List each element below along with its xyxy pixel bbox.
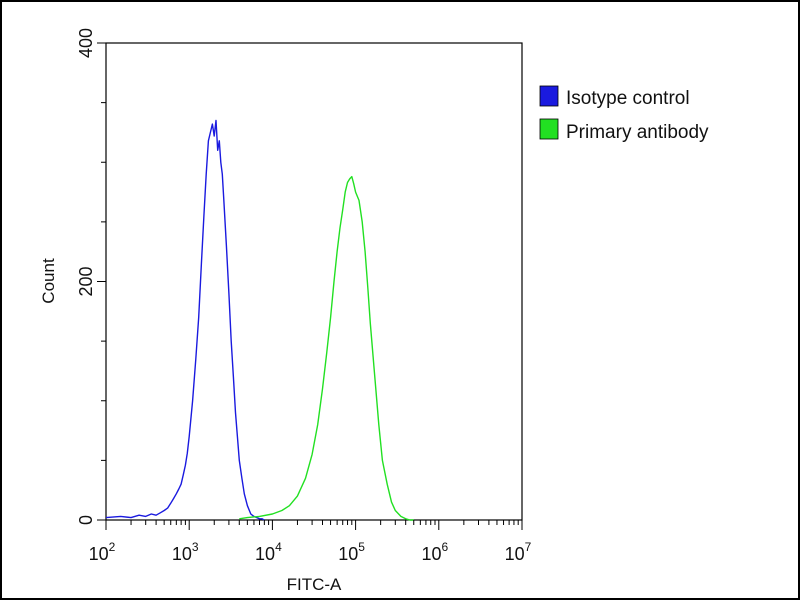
x-tick-label: 102 (89, 540, 116, 564)
legend-swatch-isotype-control (539, 85, 559, 107)
y-axis-label: Count (39, 258, 58, 304)
x-tick-label: 104 (255, 540, 282, 564)
series-line-isotype-control (105, 119, 265, 521)
y-tick-label: 200 (76, 266, 96, 296)
series-layer (105, 119, 414, 521)
legend-item-isotype-control: Isotype control (539, 85, 690, 109)
y-tick-label: 400 (76, 28, 96, 58)
y-tick-label: 0 (76, 515, 96, 525)
x-tick-label: 103 (172, 540, 199, 564)
series-line-primary-antibody (239, 175, 414, 521)
x-axis: 102 103 104 105 106 107 (89, 520, 532, 564)
legend-swatch-primary-antibody (539, 118, 559, 140)
x-tick-label: 107 (505, 540, 532, 564)
legend-label-primary-antibody: Primary antibody (566, 122, 709, 143)
legend: Isotype control Primary antibody (539, 85, 709, 143)
x-axis-label: FITC-A (287, 575, 342, 594)
legend-item-primary-antibody: Primary antibody (539, 118, 709, 143)
x-tick-label: 106 (421, 540, 448, 564)
axes-box (105, 42, 523, 521)
x-tick-label: 105 (338, 540, 365, 564)
plot-area (105, 42, 523, 521)
legend-label-isotype-control: Isotype control (566, 88, 690, 109)
y-axis: 0 200 400 (76, 28, 106, 525)
